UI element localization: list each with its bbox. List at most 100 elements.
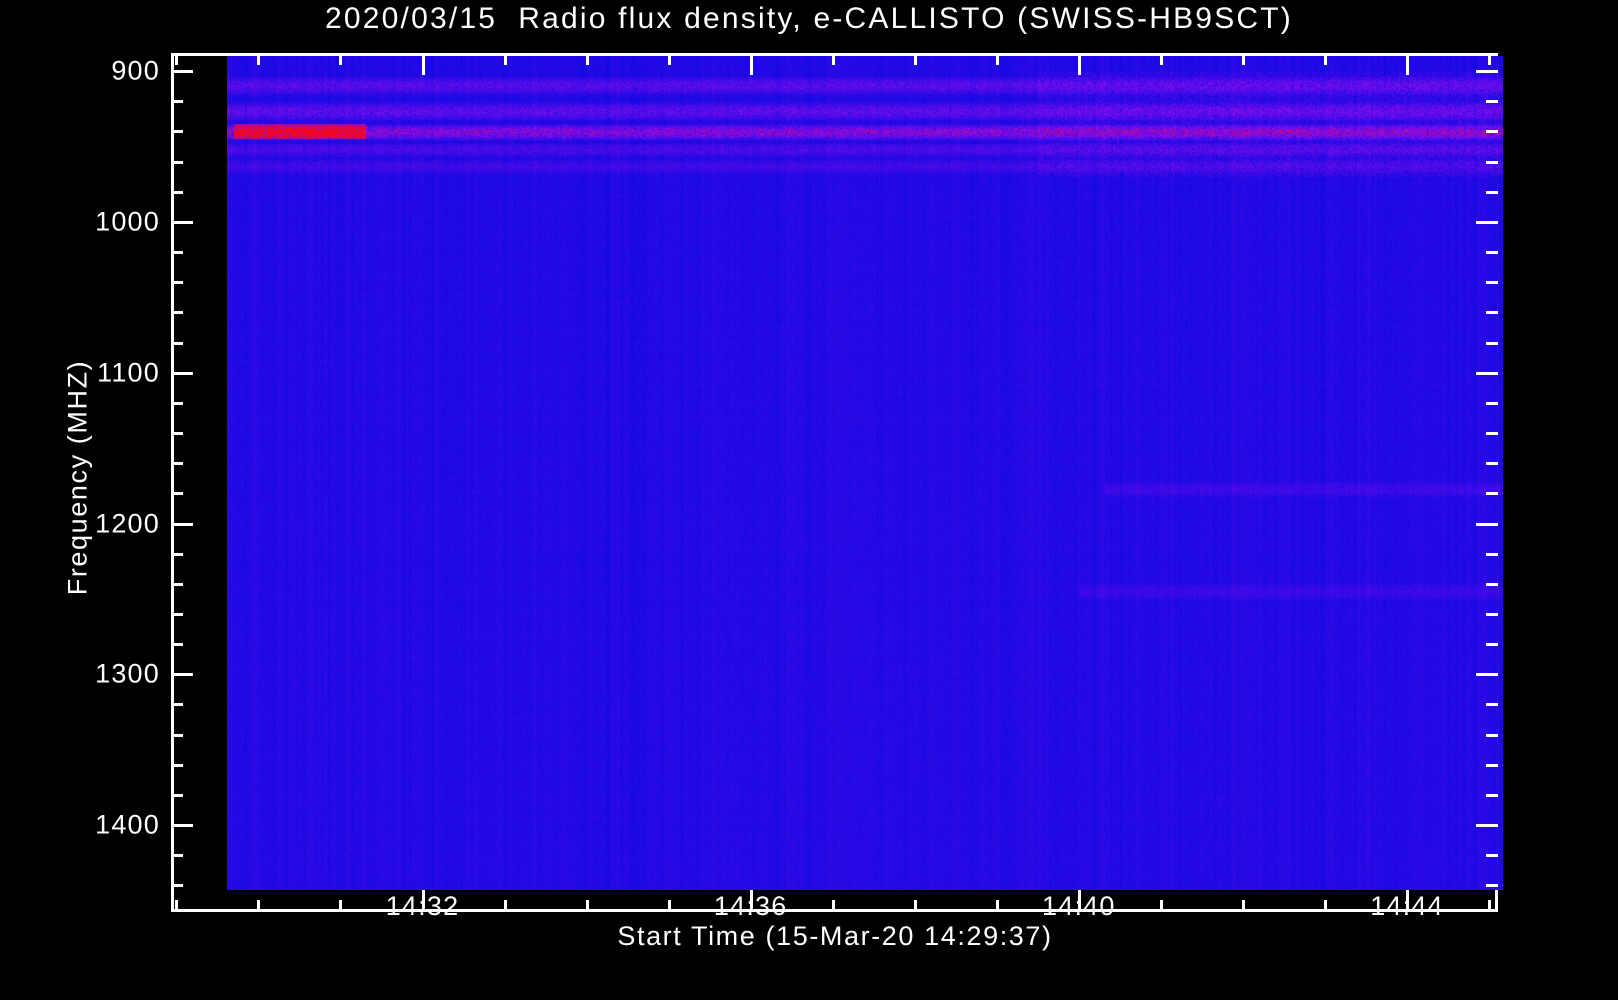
tick-mark <box>1242 900 1245 912</box>
tick-mark <box>339 900 342 912</box>
spectrogram-image <box>227 56 1503 890</box>
tick-mark <box>171 764 183 767</box>
tick-mark <box>171 342 183 345</box>
tick-mark <box>171 130 183 133</box>
tick-mark <box>1078 890 1081 912</box>
tick-mark <box>1476 221 1498 224</box>
tick-mark <box>1486 764 1498 767</box>
tick-mark <box>422 53 425 75</box>
tick-mark <box>1486 553 1498 556</box>
tick-mark <box>1476 372 1498 375</box>
tick-mark <box>171 251 183 254</box>
tick-mark <box>422 890 425 912</box>
tick-mark <box>175 53 178 65</box>
x-tick-label: 14:36 <box>713 891 788 921</box>
tick-mark <box>996 900 999 912</box>
tick-mark <box>171 794 183 797</box>
y-tick-label: 1200 <box>95 508 160 539</box>
tick-mark <box>1406 53 1409 75</box>
tick-mark <box>1160 900 1163 912</box>
tick-mark <box>171 824 193 827</box>
y-tick-label: 900 <box>111 55 160 86</box>
tick-mark <box>1486 342 1498 345</box>
tick-mark <box>1486 100 1498 103</box>
tick-mark <box>1486 703 1498 706</box>
tick-mark <box>1476 523 1498 526</box>
tick-mark <box>171 402 183 405</box>
tick-mark <box>1486 613 1498 616</box>
tick-mark <box>1476 673 1498 676</box>
tick-mark <box>1486 130 1498 133</box>
tick-mark <box>1486 643 1498 646</box>
tick-mark <box>171 583 183 586</box>
tick-mark <box>750 890 753 912</box>
tick-mark <box>171 221 193 224</box>
tick-mark <box>171 613 183 616</box>
tick-mark <box>1486 583 1498 586</box>
tick-mark <box>1486 251 1498 254</box>
tick-mark <box>1324 53 1327 65</box>
tick-mark <box>171 372 193 375</box>
tick-mark <box>171 854 183 857</box>
tick-mark <box>832 900 835 912</box>
tick-mark <box>171 462 183 465</box>
y-axis-tick-labels: 900 1000 1100 1200 1300 1400 <box>20 0 160 1000</box>
tick-mark <box>1242 53 1245 65</box>
tick-mark <box>1486 492 1498 495</box>
tick-mark <box>914 53 917 65</box>
tick-mark <box>171 523 193 526</box>
tick-mark <box>1486 794 1498 797</box>
tick-mark <box>668 53 671 65</box>
tick-mark <box>504 900 507 912</box>
tick-mark <box>1486 734 1498 737</box>
tick-mark <box>171 281 183 284</box>
tick-mark <box>171 100 183 103</box>
tick-mark <box>257 900 260 912</box>
tick-mark <box>996 53 999 65</box>
tick-mark <box>1486 884 1498 887</box>
page-title: 2020/03/15 Radio flux density, e-CALLIST… <box>325 2 1293 35</box>
tick-mark <box>586 53 589 65</box>
x-tick-label: 14:32 <box>385 891 460 921</box>
y-tick-label: 1100 <box>97 357 160 388</box>
tick-mark <box>1160 53 1163 65</box>
tick-mark <box>1486 432 1498 435</box>
tick-mark <box>1486 161 1498 164</box>
tick-mark <box>1486 462 1498 465</box>
tick-mark <box>339 53 342 65</box>
tick-mark <box>171 673 193 676</box>
tick-mark <box>171 703 183 706</box>
y-axis-title: Frequency (MHZ) <box>62 359 93 596</box>
tick-mark <box>1486 311 1498 314</box>
tick-mark <box>171 311 183 314</box>
tick-mark <box>1476 70 1498 73</box>
tick-mark <box>171 884 183 887</box>
tick-mark <box>1486 281 1498 284</box>
tick-mark <box>171 643 183 646</box>
tick-mark <box>1486 402 1498 405</box>
tick-mark <box>171 734 183 737</box>
tick-mark <box>1488 53 1491 65</box>
tick-mark <box>668 900 671 912</box>
tick-mark <box>914 900 917 912</box>
tick-mark <box>504 53 507 65</box>
tick-mark <box>1486 191 1498 194</box>
tick-mark <box>171 161 183 164</box>
tick-mark <box>171 492 183 495</box>
y-tick-label: 1000 <box>95 206 160 237</box>
tick-mark <box>171 70 193 73</box>
tick-mark <box>1488 900 1491 912</box>
x-axis-title: Start Time (15-Mar-20 14:29:37) <box>617 921 1053 951</box>
tick-mark <box>1324 900 1327 912</box>
tick-mark <box>1406 890 1409 912</box>
tick-mark <box>171 553 183 556</box>
tick-mark <box>586 900 589 912</box>
x-tick-label: 14:44 <box>1370 891 1444 921</box>
tick-mark <box>1476 824 1498 827</box>
tick-mark <box>175 900 178 912</box>
tick-mark <box>1078 53 1081 75</box>
tick-mark <box>832 53 835 65</box>
tick-mark <box>1486 854 1498 857</box>
tick-mark <box>171 432 183 435</box>
